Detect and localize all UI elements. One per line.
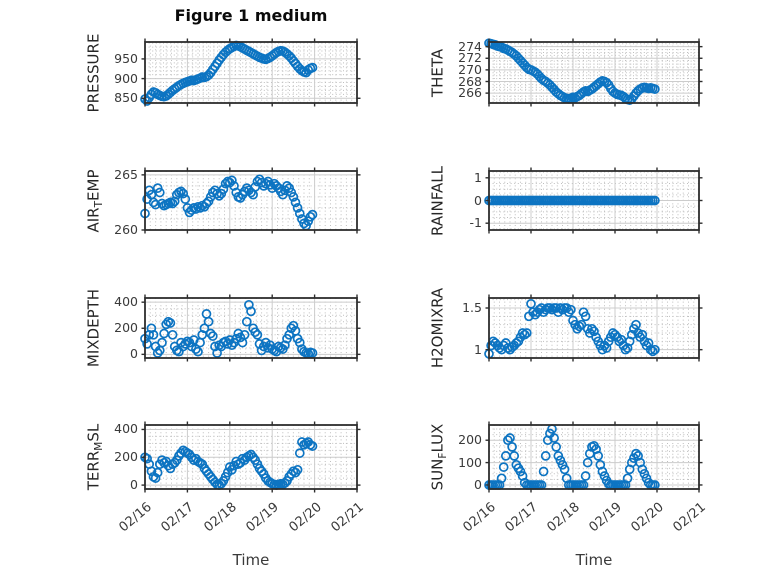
terr_msl-ytick-label: 200 [114,449,138,465]
tick-marks [485,421,703,493]
axes-frame [488,297,700,359]
sun_flux-ytick-label: 0 [474,476,482,492]
minor-grid [145,298,357,358]
mixdepth-axis-label: MIXDEPTH [84,288,103,368]
tick-marks [141,38,361,107]
ylabel-text: EMP [84,169,103,201]
ylabel-text: MIXDEPTH [84,288,103,368]
ylabel-text: PRESSURE [84,33,103,112]
ylabel-text: SL [84,423,103,442]
axes-frame [144,170,358,231]
air_temp-ytick-label: 265 [114,166,138,182]
rainfall-chart [484,167,703,234]
ylabel-text: RAINFALL [428,165,447,236]
data-points [140,40,318,106]
ylabel-text: LUX [428,423,447,453]
x-tick-label: 02/21 [670,499,709,536]
x-axis-label: Time [232,551,270,569]
h2omixra-chart [484,294,703,362]
x-tick-label: 02/19 [243,499,283,536]
h2omixra-ytick-label: 1.5 [462,299,482,315]
theta-axis-label: THETA [428,48,447,97]
theta-ytick-label: 270 [458,61,482,77]
x-tick-label: 02/21 [328,499,367,536]
data-points [140,299,318,359]
ylabel-text: TERR [84,450,103,491]
terr_msl-chart [140,421,361,493]
x-tick-label: 02/18 [544,499,583,536]
minor-grid [145,425,357,489]
x-axis-label: Time [575,551,613,569]
sun_flux-ytick-label: 100 [458,454,482,470]
pressure-ytick-label: 900 [114,70,138,86]
data-points [484,38,660,105]
axes-frame [488,41,700,104]
theta-chart [484,38,703,107]
theta-ytick-label: 272 [458,50,482,66]
ylabel-subscript: M [93,441,105,451]
h2omixra-axis-label: H2OMIXRA [428,287,447,369]
pressure-axis-label: PRESSURE [84,33,103,112]
air_temp-ytick-label: 260 [114,221,138,237]
x-tick-label: 02/20 [286,499,325,536]
rainfall-axis-label: RAINFALL [428,165,447,236]
rainfall-ytick-label: 1 [474,169,482,185]
data-points [484,298,660,359]
tick-marks [485,294,703,362]
data-points [140,174,318,231]
tick-marks [141,421,361,493]
x-tick-label: 02/17 [502,499,541,536]
ylabel-subscript: T [93,200,105,207]
x-tick-label: 02/19 [586,499,625,536]
axes-frame [488,424,700,490]
tick-marks [485,38,703,107]
sun_flux-ytick-label: 200 [458,431,482,447]
tick-marks [141,167,361,234]
terr_msl-ytick-label: 400 [114,421,138,437]
axes-frame [144,41,358,104]
x-tick-label: 02/18 [201,499,240,536]
pressure-chart [140,38,361,107]
rainfall-ytick-label: 0 [474,192,482,208]
ylabel-text: H2OMIXRA [428,287,447,369]
terr_msl-ytick-label: 0 [130,476,138,492]
ylabel-text: THETA [428,48,447,97]
data-points [484,424,660,490]
data-points [484,195,660,206]
rainfall-ytick-label: -1 [469,214,482,230]
x-tick-label: 02/16 [460,499,499,536]
theta-ytick-label: 274 [458,38,482,54]
mixdepth-ytick-label: 400 [114,293,138,309]
air_temp-chart [140,167,361,234]
theta-ytick-label: 266 [458,84,482,100]
tick-marks [141,294,361,362]
x-tick-label: 02/17 [158,499,198,536]
terr_msl-axis-label: TERRMSL [84,423,106,491]
ylabel-text: AIR [84,206,103,232]
pressure-ytick-label: 950 [114,50,138,66]
pressure-ytick-label: 850 [114,90,138,106]
sun_flux-axis-label: SUNFLUX [428,423,450,491]
air_temp-axis-label: AIRTEMP [84,169,106,232]
minor-grid [145,42,357,103]
x-tick-label: 02/16 [116,499,155,536]
sun_flux-chart [484,421,703,493]
theta-ytick-label: 268 [458,73,482,89]
ylabel-text: SUN [428,458,447,491]
figure-title: Figure 1 medium [174,6,328,25]
x-tick-label: 02/20 [628,499,667,536]
mixdepth-ytick-label: 0 [130,346,138,362]
mixdepth-chart [140,294,361,362]
ylabel-subscript: F [437,452,449,459]
h2omixra-ytick-label: 1 [474,341,482,357]
tick-marks [485,167,703,234]
mixdepth-ytick-label: 200 [114,320,138,335]
